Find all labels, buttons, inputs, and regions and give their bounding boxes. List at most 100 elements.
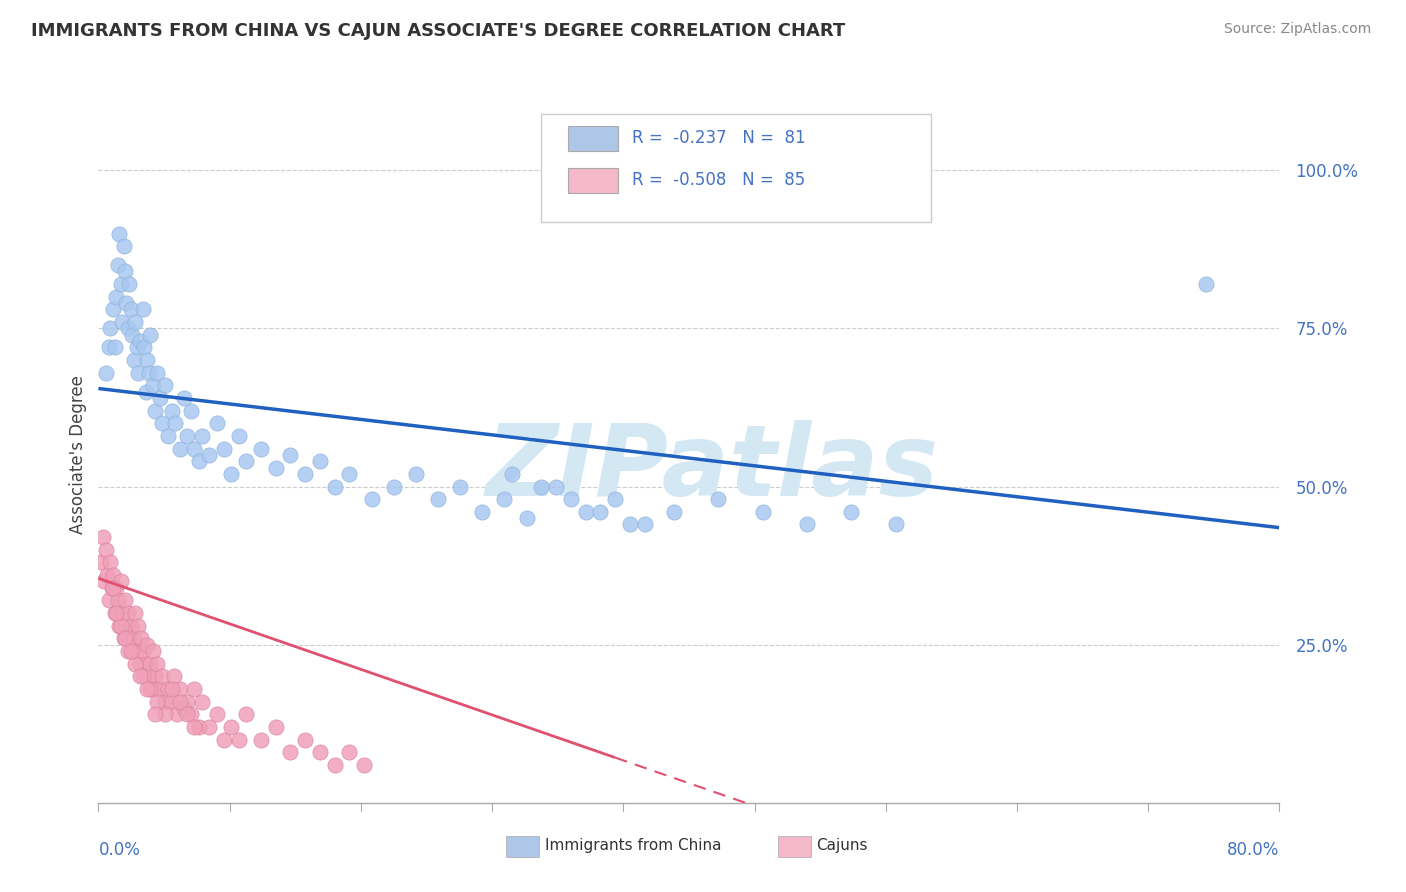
Point <box>405 467 427 481</box>
FancyBboxPatch shape <box>778 836 811 857</box>
Point <box>183 720 205 734</box>
Point <box>752 505 775 519</box>
Point <box>142 378 165 392</box>
Point <box>339 745 361 759</box>
Point <box>138 669 160 683</box>
Point <box>180 403 202 417</box>
Text: R =  -0.237   N =  81: R = -0.237 N = 81 <box>633 129 806 147</box>
Point <box>118 632 141 646</box>
Point <box>162 403 183 417</box>
Point <box>183 681 205 696</box>
Point <box>103 581 125 595</box>
Point <box>124 606 146 620</box>
Point <box>156 681 179 696</box>
Point <box>107 593 129 607</box>
Text: IMMIGRANTS FROM CHINA VS CAJUN ASSOCIATE'S DEGREE CORRELATION CHART: IMMIGRANTS FROM CHINA VS CAJUN ASSOCIATE… <box>31 22 845 40</box>
Point <box>589 505 612 519</box>
Point <box>127 366 149 380</box>
Text: 80.0%: 80.0% <box>1227 841 1279 859</box>
Point <box>294 467 316 481</box>
Point <box>112 632 135 646</box>
Point <box>323 757 346 772</box>
Point <box>127 618 149 632</box>
Point <box>634 517 657 532</box>
Point <box>111 315 134 329</box>
Point <box>143 669 166 683</box>
Point <box>132 302 155 317</box>
Point <box>136 353 159 368</box>
Text: Source: ZipAtlas.com: Source: ZipAtlas.com <box>1223 22 1371 37</box>
Point <box>146 657 169 671</box>
Point <box>138 366 160 380</box>
FancyBboxPatch shape <box>541 114 931 222</box>
Point <box>198 448 221 462</box>
Point <box>120 302 142 317</box>
Point <box>173 701 195 715</box>
Point <box>191 695 214 709</box>
Point <box>166 707 188 722</box>
Point <box>187 720 209 734</box>
FancyBboxPatch shape <box>506 836 538 857</box>
Point <box>115 296 138 310</box>
Point <box>110 618 132 632</box>
Point <box>139 327 162 342</box>
Point <box>125 644 148 658</box>
Point <box>176 429 198 443</box>
Point <box>139 681 162 696</box>
Point <box>323 479 346 493</box>
Point <box>1195 277 1218 292</box>
Point <box>100 581 122 595</box>
Point <box>353 757 375 772</box>
Point <box>530 479 553 493</box>
Point <box>115 618 138 632</box>
Point <box>110 277 132 292</box>
Point <box>235 454 257 468</box>
Point <box>114 632 136 646</box>
Point <box>605 492 627 507</box>
Point <box>103 302 125 317</box>
Point <box>339 467 361 481</box>
Point <box>264 720 287 734</box>
Point <box>884 517 907 532</box>
Point <box>228 732 250 747</box>
Point <box>98 321 121 335</box>
Point <box>139 657 162 671</box>
Point <box>134 669 156 683</box>
Point <box>105 290 128 304</box>
Point <box>169 681 191 696</box>
Point <box>122 632 145 646</box>
Point <box>294 732 316 747</box>
Point <box>183 442 205 456</box>
Point <box>107 258 129 272</box>
Text: Cajuns: Cajuns <box>817 838 868 854</box>
Point <box>114 264 136 278</box>
Point <box>221 720 243 734</box>
Point <box>145 681 167 696</box>
Point <box>122 353 145 368</box>
Point <box>104 606 127 620</box>
Point <box>280 745 302 759</box>
Point <box>150 669 173 683</box>
Point <box>103 568 125 582</box>
Point <box>546 479 568 493</box>
Point <box>228 429 250 443</box>
Point <box>501 467 523 481</box>
Point <box>205 417 228 431</box>
Point <box>91 530 114 544</box>
Point <box>212 732 235 747</box>
Point <box>125 340 148 354</box>
FancyBboxPatch shape <box>568 168 619 193</box>
Point <box>146 695 169 709</box>
Point <box>449 479 471 493</box>
Point <box>156 429 179 443</box>
Point <box>560 492 582 507</box>
Point <box>221 467 243 481</box>
Point <box>173 391 195 405</box>
Point <box>97 340 120 354</box>
Point <box>187 454 209 468</box>
Point <box>250 732 273 747</box>
Point <box>169 695 191 709</box>
Point <box>264 460 287 475</box>
Point <box>118 277 141 292</box>
Point <box>98 556 121 570</box>
